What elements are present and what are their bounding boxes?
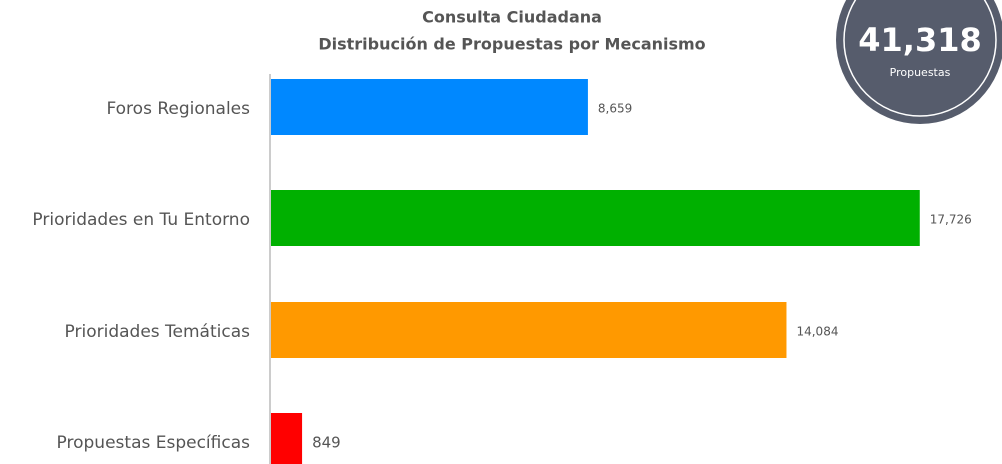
category-label: Propuestas Específicas	[57, 433, 251, 453]
bar	[271, 302, 787, 358]
bar	[271, 190, 920, 246]
badge-ring	[843, 0, 997, 117]
total-badge: 41,318 Propuestas	[836, 0, 1002, 124]
value-label: 17,726	[930, 213, 972, 227]
badge-total: 41,318	[858, 21, 981, 59]
category-label: Prioridades en Tu Entorno	[32, 210, 250, 230]
category-label: Prioridades Temáticas	[65, 322, 251, 342]
badge-caption: Propuestas	[890, 66, 951, 79]
chart-title: Consulta Ciudadana	[422, 8, 602, 27]
bar	[271, 413, 303, 464]
bar	[271, 79, 588, 135]
value-label: 849	[312, 434, 341, 452]
value-label: 14,084	[796, 325, 838, 339]
value-label: 8,659	[598, 102, 632, 116]
chart-subtitle: Distribución de Propuestas por Mecanismo	[318, 35, 705, 54]
category-label: Foros Regionales	[106, 99, 250, 119]
badge-circle	[836, 0, 1002, 124]
